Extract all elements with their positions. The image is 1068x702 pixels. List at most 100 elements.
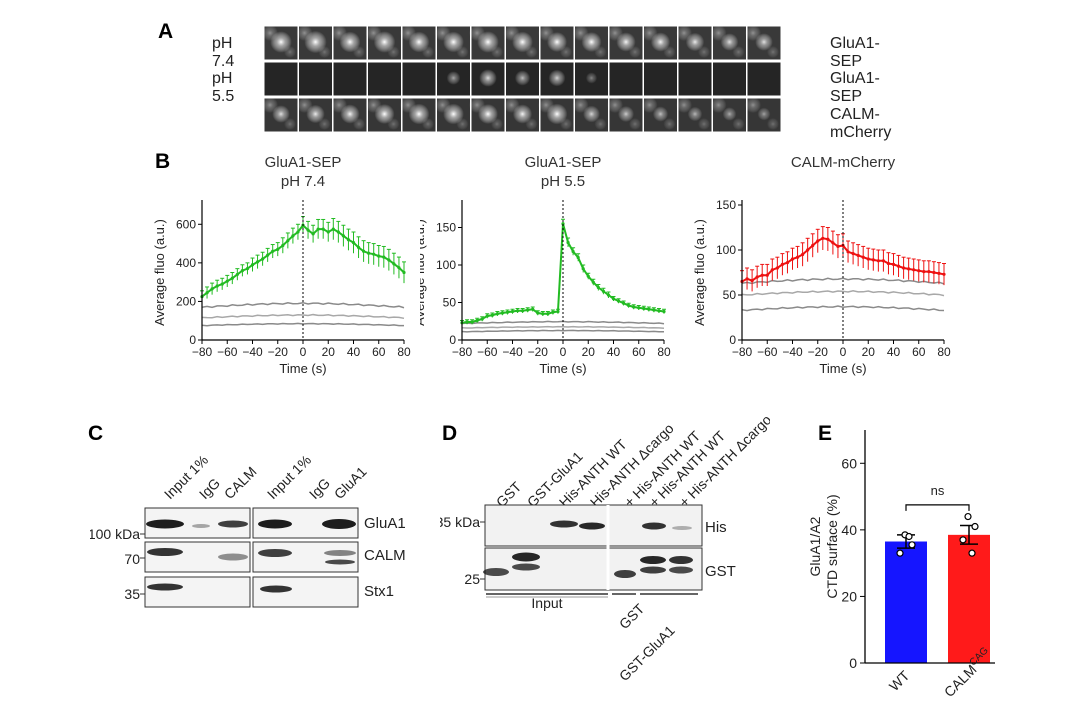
- data-point: [846, 250, 850, 254]
- blot-band: [218, 553, 248, 561]
- data-point: [637, 306, 641, 310]
- data-point: [851, 252, 855, 256]
- data-point: [326, 230, 330, 234]
- fluorescent-spot: [512, 31, 533, 53]
- data-point: [652, 308, 656, 312]
- row-label-ph74: pH 7.4: [212, 35, 235, 70]
- fluorescent-spot: [547, 32, 567, 52]
- blot-strip: [144, 541, 251, 573]
- data-point: [546, 312, 550, 316]
- x-tick-label: 40: [607, 345, 621, 359]
- data-point: [362, 249, 366, 253]
- data-point: [205, 291, 209, 295]
- blot-band: [483, 568, 509, 576]
- data-point: [866, 257, 870, 261]
- blot-band: [192, 524, 210, 528]
- lane-label: CALM: [221, 463, 260, 502]
- blot-band: [260, 585, 292, 593]
- data-point: [576, 255, 580, 260]
- data-point: [311, 232, 315, 236]
- fluorescent-spot: [722, 107, 737, 121]
- fluorescent-spot: [514, 70, 531, 86]
- data-point: [316, 227, 320, 231]
- y-axis-label-1: GluA1/A2: [807, 516, 823, 576]
- row-label-glua1-sep-1: GluA1-SEP: [830, 35, 880, 70]
- data-point: [856, 253, 860, 257]
- data-point: [321, 227, 325, 231]
- data-point: [402, 270, 406, 275]
- image-tile: [263, 61, 299, 97]
- mw-marker-25: 25: [464, 571, 480, 587]
- fluorescent-spot: [652, 106, 669, 122]
- data-point: [531, 307, 535, 311]
- data-point: [541, 312, 545, 316]
- lane-label: IgG: [306, 475, 333, 502]
- data-point: [276, 247, 280, 251]
- data-point: [905, 532, 913, 541]
- y-tick-label: 60: [841, 455, 857, 471]
- data-point: [465, 320, 469, 324]
- x-tick-label: 60: [632, 345, 646, 359]
- data-point: [816, 239, 820, 243]
- data-point: [932, 270, 936, 275]
- x-tick-label: −40: [502, 345, 523, 359]
- blot-band: [512, 552, 540, 562]
- data-point: [240, 268, 244, 273]
- chart-subtitle: pH 5.5: [541, 173, 585, 190]
- x-tick-label: 60: [912, 345, 926, 359]
- background-blob: [663, 118, 676, 130]
- blot-band: [147, 548, 183, 556]
- row-label-glua1-sep-2: GluA1-SEP: [830, 70, 880, 105]
- data-point: [475, 318, 479, 323]
- fluorescent-spot: [618, 106, 634, 122]
- data-point: [490, 313, 494, 317]
- data-point: [964, 512, 972, 521]
- data-point: [470, 320, 474, 324]
- y-tick-label: 40: [841, 522, 857, 538]
- x-tick-label: 20: [862, 345, 876, 359]
- background-blob: [318, 118, 331, 130]
- data-point: [220, 282, 224, 286]
- data-point: [210, 287, 214, 291]
- fluorescent-spot: [408, 103, 430, 125]
- fluorescent-spot: [272, 105, 290, 123]
- y-tick-label: 400: [176, 256, 196, 270]
- background-blob: [745, 97, 761, 113]
- data-point: [942, 272, 946, 276]
- mw-marker-35: 35 kDa: [440, 514, 480, 530]
- fluorescent-spot: [446, 71, 461, 85]
- background-blob: [767, 46, 779, 58]
- fluorescent-spot: [720, 33, 739, 51]
- x-tick-label: 80: [937, 345, 951, 359]
- data-point: [917, 269, 921, 273]
- blot-strip: [144, 576, 251, 608]
- fluorescent-spot: [443, 31, 464, 53]
- blot-band: [579, 522, 605, 530]
- fluorescent-spot: [546, 103, 568, 125]
- panel-label-b: B: [155, 150, 171, 173]
- data-point: [831, 241, 835, 245]
- background-blob: [629, 118, 641, 130]
- image-tile: [332, 61, 368, 97]
- fluorescent-spot: [374, 104, 395, 124]
- image-tile: [677, 61, 713, 97]
- blot-band: [322, 519, 356, 529]
- background-blob: [572, 97, 589, 113]
- x-tick-label: 80: [657, 345, 671, 359]
- x-tick-label: −60: [217, 345, 238, 359]
- fluorescent-spot: [650, 32, 671, 52]
- chart-glua1-ph55: GluA1-SEP pH 5.5 0 50 100 150 −80 −60 −40 −20 0 20 4…: [420, 155, 671, 376]
- fluorescent-spot: [479, 69, 497, 87]
- blot-band: [258, 519, 292, 529]
- fluorescent-spot: [408, 31, 430, 53]
- panel-label-a: A: [158, 20, 174, 43]
- data-point: [536, 311, 540, 315]
- data-point: [908, 541, 916, 549]
- data-point: [346, 238, 351, 242]
- data-point: [485, 314, 489, 318]
- data-point: [281, 243, 285, 248]
- blot-label-glua1: GluA1: [364, 515, 406, 532]
- blot-label-his: His: [705, 519, 727, 536]
- data-point: [286, 239, 290, 243]
- x-tick-label: −80: [732, 345, 753, 359]
